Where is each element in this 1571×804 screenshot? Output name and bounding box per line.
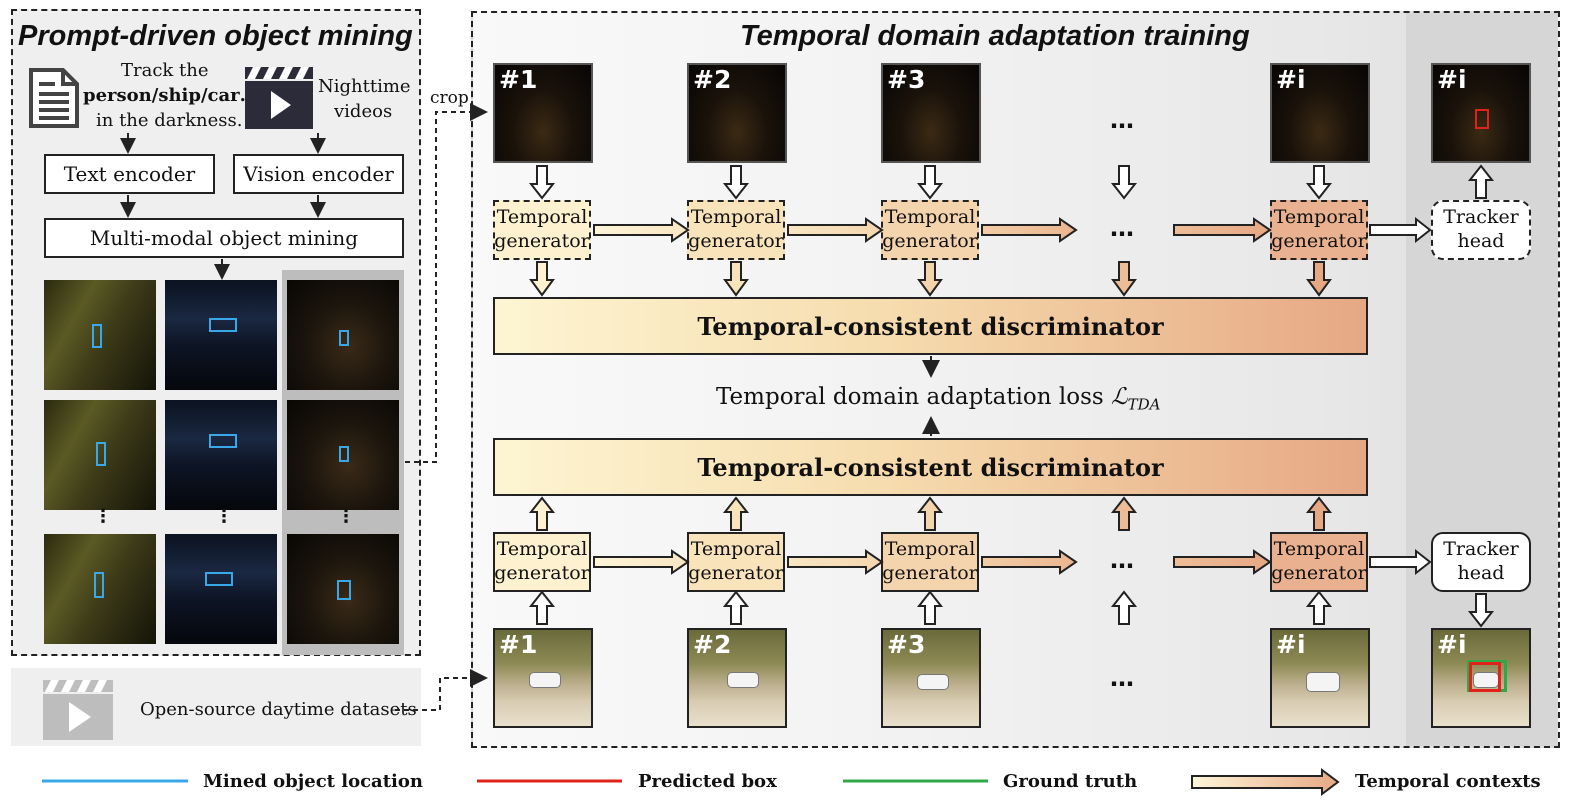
tracker-head-top: Tracker head: [1431, 200, 1531, 260]
car-shape: [917, 674, 949, 690]
thumb-road-3: [44, 534, 156, 644]
car-shape: [1306, 672, 1340, 692]
discriminator-bottom: Temporal-consistent discriminator: [493, 438, 1368, 496]
thumb-dark-3: [287, 534, 399, 644]
vdots-1: ⋮: [94, 506, 112, 527]
prompt-line-2: person/ship/car…: [83, 85, 258, 106]
crop-label: crop: [430, 88, 469, 108]
generator-bot-i: Temporal generator: [1270, 532, 1368, 592]
mined-box: [205, 572, 233, 586]
day-frame-i: #i: [1270, 628, 1370, 728]
day-frame-3: #3: [881, 628, 981, 728]
mined-box: [209, 318, 237, 332]
predicted-box: [1475, 109, 1489, 129]
mining-box: Multi-modal object mining: [44, 218, 404, 258]
night-frame-3: #3: [881, 63, 981, 163]
generator-bot-3: Temporal generator: [881, 532, 979, 592]
vdots-3: ⋮: [337, 506, 355, 527]
generator-bot-1: Temporal generator: [493, 532, 591, 592]
video-icon: [245, 67, 313, 129]
night-frame-i: #i: [1270, 63, 1370, 163]
thumb-road-2: [44, 400, 156, 510]
daytime-label: Open-source daytime datasets: [140, 699, 417, 720]
video-label-1: Nighttime: [318, 76, 411, 97]
mined-box: [339, 446, 349, 462]
mined-box: [337, 580, 351, 600]
night-frame-1: #1: [493, 63, 593, 163]
legend-temporal-arrow: [1191, 768, 1340, 796]
right-title: Temporal domain adaptation training: [740, 20, 1250, 52]
day-frame-2: #2: [687, 628, 787, 728]
left-arrows: [120, 133, 326, 280]
discriminator-top: Temporal-consistent discriminator: [493, 297, 1368, 355]
thumb-bridge-1: [165, 280, 277, 390]
thumb-dark-1: [287, 280, 399, 390]
night-frame-output: #i: [1431, 63, 1531, 163]
day-frame-1: #1: [493, 628, 593, 728]
predicted-box: [1469, 662, 1501, 692]
car-shape: [727, 672, 759, 688]
tracker-head-bottom: Tracker head: [1431, 532, 1531, 592]
loss-label: Temporal domain adaptation loss ℒTDA: [716, 384, 1161, 414]
clapper-icon: [43, 680, 113, 740]
car-shape: [529, 672, 561, 688]
thumb-road-1: [44, 280, 156, 390]
mined-box: [209, 434, 237, 448]
right-panel: [471, 11, 1560, 748]
mined-box: [96, 442, 106, 466]
generator-top-1: Temporal generator: [493, 200, 591, 260]
prompt-line-3: in the darkness.: [96, 110, 243, 131]
video-label-2: videos: [334, 101, 393, 122]
legend-mined: Mined object location: [203, 771, 423, 792]
thumb-bridge-2: [165, 400, 277, 510]
text-encoder: Text encoder: [44, 154, 215, 194]
ellipsis-mid-bot: …: [1110, 546, 1134, 574]
mined-box: [339, 330, 349, 346]
thumb-bridge-3: [165, 534, 277, 644]
mined-box: [94, 572, 104, 598]
night-frame-2: #2: [687, 63, 787, 163]
left-title: Prompt-driven object mining: [18, 20, 413, 52]
ellipsis-top: …: [1110, 106, 1134, 134]
document-icon: [29, 68, 79, 128]
legend-temporal: Temporal contexts: [1355, 771, 1541, 792]
ellipsis-bottom: …: [1110, 664, 1134, 692]
generator-top-2: Temporal generator: [687, 200, 785, 260]
mined-box: [92, 324, 102, 348]
generator-bot-2: Temporal generator: [687, 532, 785, 592]
legend-ground-truth: Ground truth: [1003, 771, 1138, 792]
vdots-2: ⋮: [215, 506, 233, 527]
day-frame-output: #i: [1431, 628, 1531, 728]
thumb-dark-2: [287, 400, 399, 510]
vision-encoder: Vision encoder: [233, 154, 404, 194]
legend-predicted: Predicted box: [638, 771, 777, 792]
ellipsis-mid-top: …: [1110, 214, 1134, 242]
prompt-line-1: Track the: [121, 60, 209, 81]
